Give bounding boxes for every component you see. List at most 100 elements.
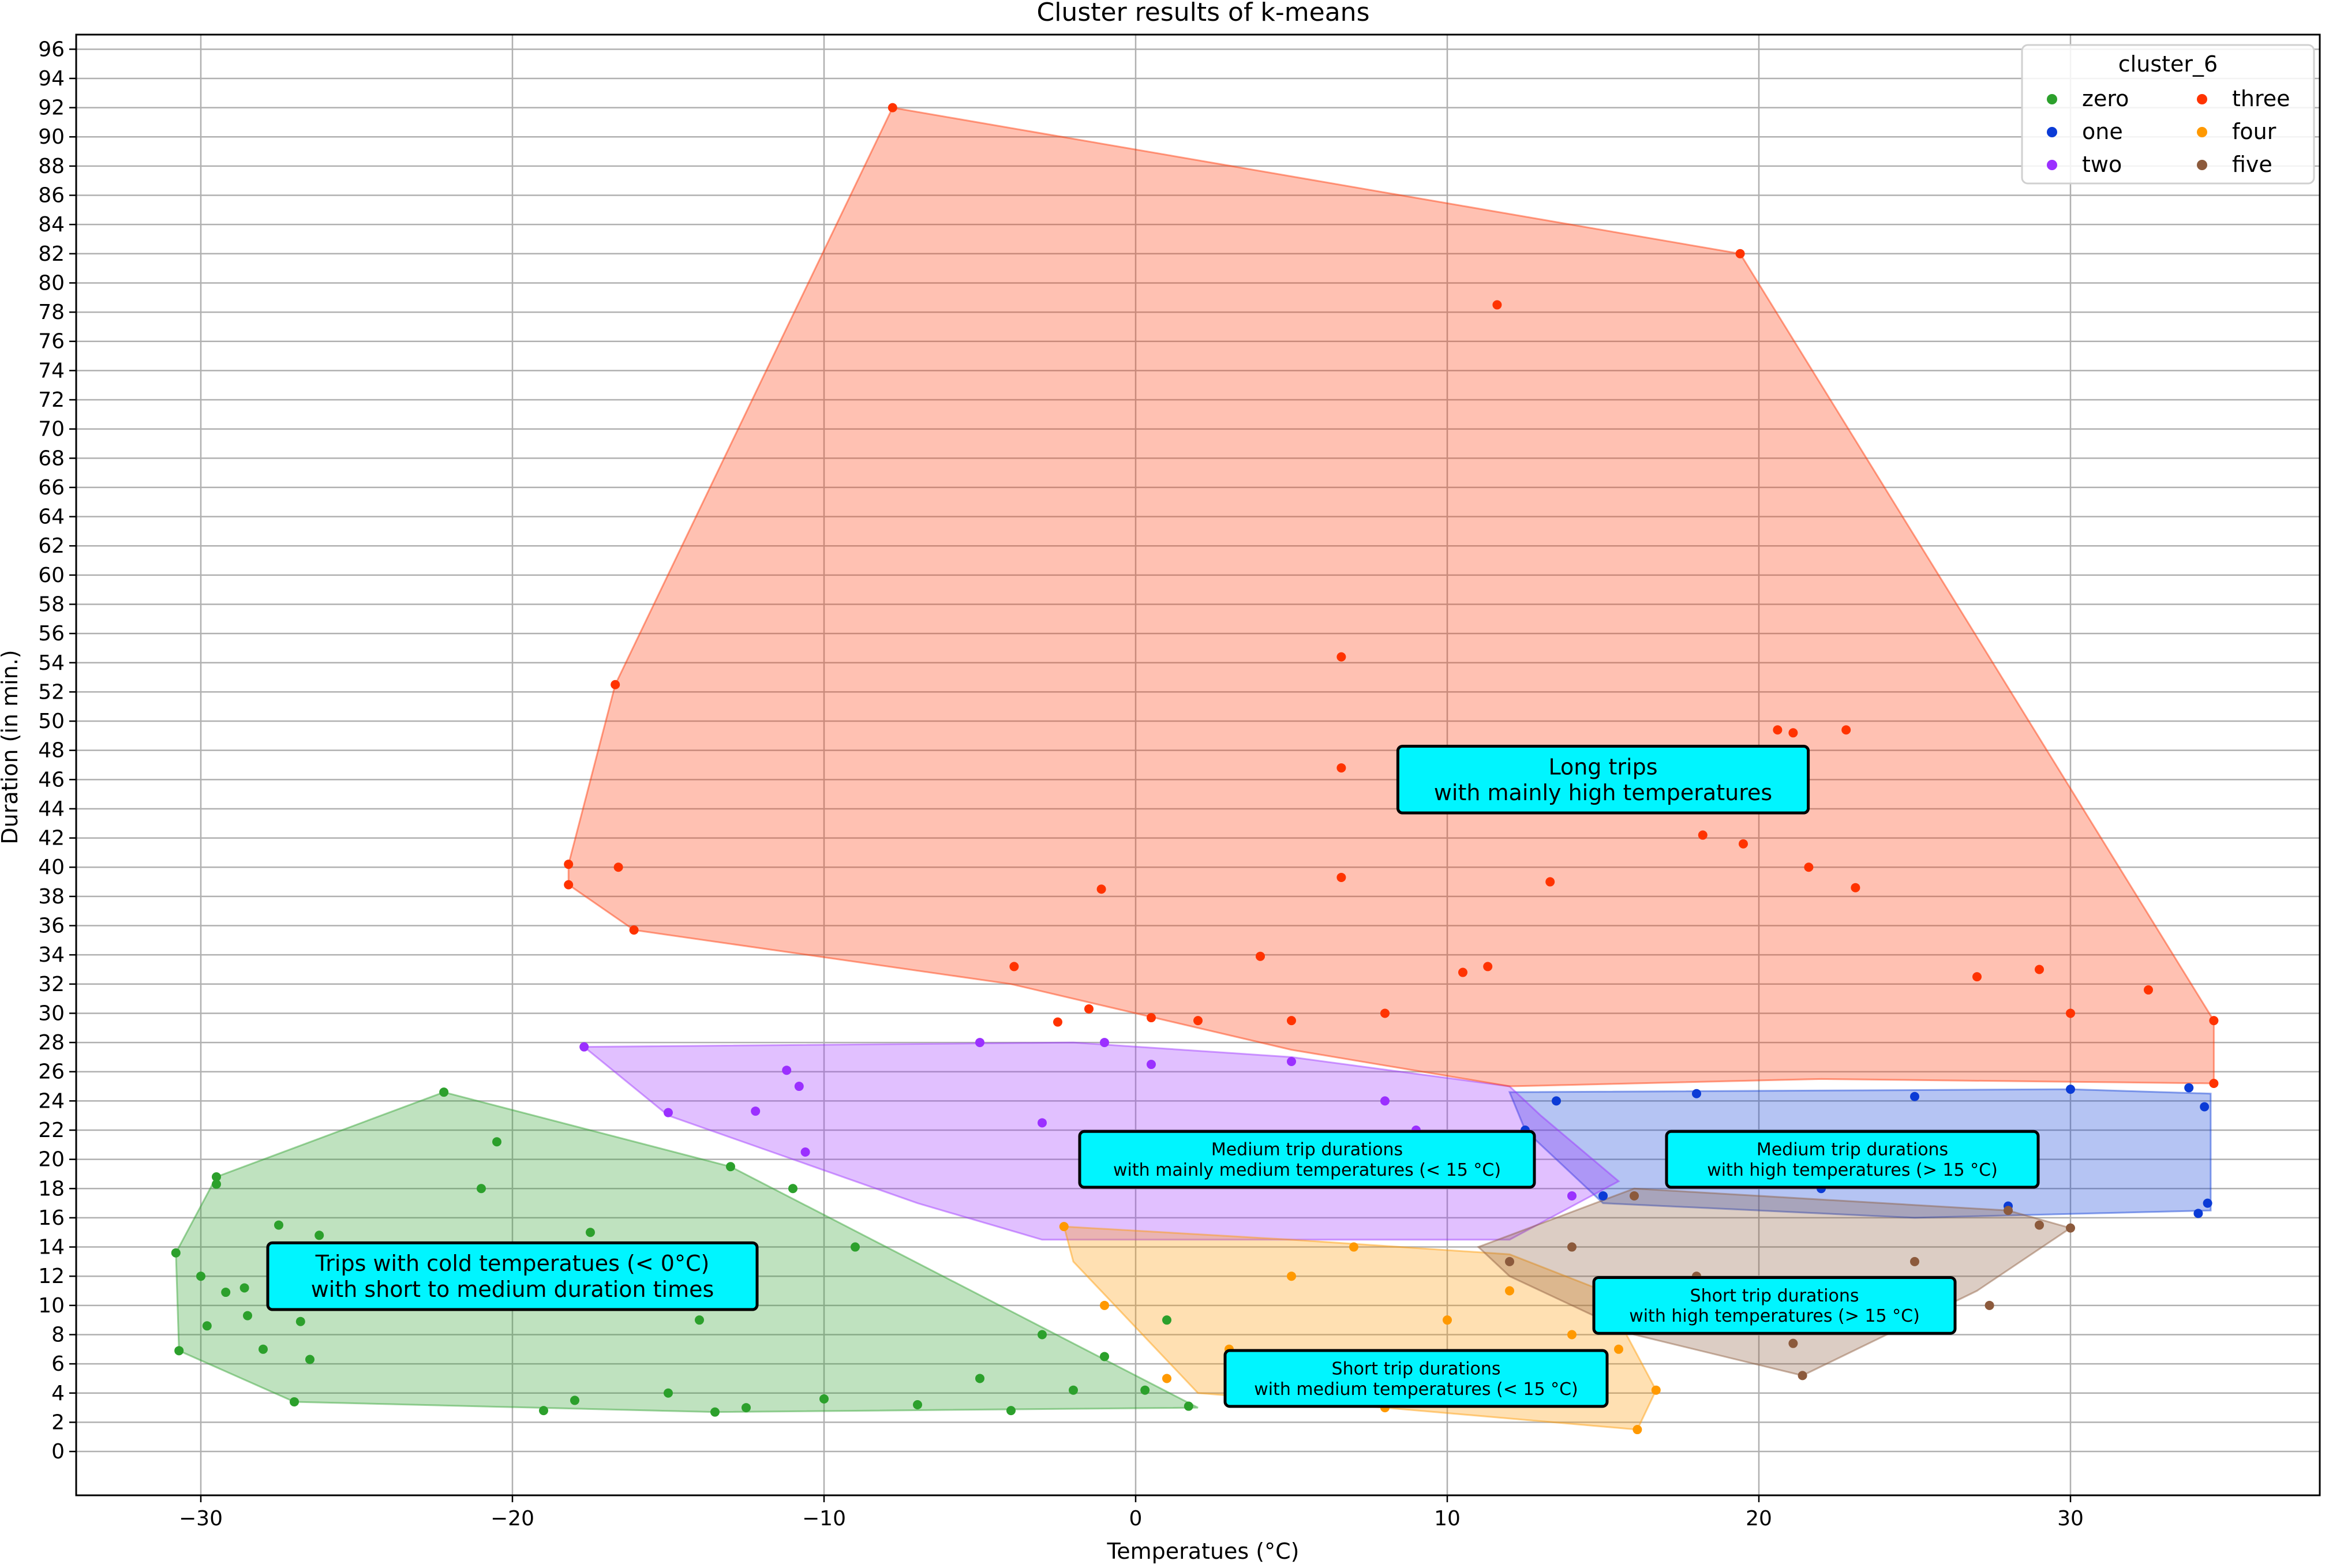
point-three [611,680,620,689]
point-zero [913,1400,922,1410]
y-tick-label: 80 [38,271,65,295]
cluster-points [171,103,2219,1435]
point-one [2184,1083,2194,1093]
point-three [1739,839,1748,849]
annotation-background [1078,1130,1536,1189]
grid-lines [76,35,2320,1495]
y-tick-label: 4 [51,1382,65,1405]
point-three [1851,883,1860,892]
point-two [794,1082,804,1091]
point-two [975,1038,984,1048]
point-zero [274,1220,283,1230]
point-four [1567,1330,1577,1340]
annotation-text: with high temperatures (> 15 °C) [1629,1306,1920,1326]
legend-marker-one [2047,127,2057,137]
annotation-text: Long trips [1548,754,1657,779]
y-tick-label: 50 [38,710,65,733]
point-zero [695,1315,704,1325]
y-tick-label: 92 [38,96,65,120]
y-tick-label: 96 [38,37,65,61]
y-tick-label: 22 [38,1119,65,1142]
point-four [1632,1425,1642,1435]
point-four [1287,1271,1296,1281]
point-zero [1184,1401,1193,1411]
point-three [1193,1016,1203,1026]
point-zero [710,1407,720,1417]
point-zero [212,1172,221,1182]
annotation-background [1396,744,1810,815]
y-tick-label: 84 [38,213,65,237]
y-tick-label: 70 [38,418,65,441]
annotation-text: Short trip durations [1332,1359,1501,1379]
point-three [1483,962,1493,971]
point-two [1567,1191,1577,1201]
point-zero [1038,1330,1047,1340]
x-tick-label: 20 [1746,1507,1772,1531]
y-tick-label: 90 [38,125,65,149]
point-three [1147,1013,1156,1023]
point-three [1084,1004,1094,1014]
point-two [1380,1096,1390,1106]
y-tick-label: 48 [38,739,65,763]
point-three [1458,967,1467,977]
point-one [1910,1091,1919,1101]
point-zero [726,1162,735,1172]
point-four [1100,1300,1109,1310]
point-three [1256,951,1265,961]
point-five [1798,1371,1807,1381]
point-zero [742,1403,751,1413]
point-two [751,1106,761,1116]
point-one [2066,1085,2075,1094]
point-three [564,880,574,890]
point-zero [492,1137,501,1147]
point-two [579,1042,589,1052]
point-zero [664,1388,673,1398]
y-tick-label: 32 [38,973,65,996]
point-two [800,1147,810,1157]
chart-title: Cluster results of k-means [1036,0,1369,27]
annotation-background [1223,1349,1609,1408]
y-tick-label: 10 [38,1294,65,1318]
point-zero [539,1406,548,1416]
point-zero [196,1271,205,1281]
legend-label-one: one [2082,119,2123,144]
annotation-text: with mainly high temperatures [1434,780,1772,805]
point-three [1972,972,1982,982]
point-zero [1006,1406,1016,1416]
legend-marker-two [2047,160,2057,170]
legend-marker-five [2197,160,2207,170]
annotation-text: Medium trip durations [1211,1140,1403,1160]
point-zero [243,1311,252,1321]
annotation-text: with high temperatures (> 15 °C) [1707,1160,1998,1180]
point-two [782,1066,792,1075]
point-five [2035,1220,2044,1230]
point-zero [259,1344,268,1354]
point-five [1630,1191,1639,1201]
y-tick-label: 0 [51,1440,65,1464]
annotation-text: with short to medium duration times [311,1277,714,1302]
y-tick-label: 18 [38,1177,65,1201]
y-tick-label: 44 [38,797,65,821]
point-one [1598,1191,1608,1201]
y-tick-label: 54 [38,651,65,675]
legend-title: cluster_6 [2118,51,2218,77]
annotation-background [266,1241,759,1311]
point-three [1545,877,1555,887]
y-tick-label: 68 [38,447,65,470]
point-one [2193,1209,2203,1218]
point-zero [975,1374,984,1383]
point-three [613,862,623,872]
point-three [629,925,639,935]
legend-label-four: four [2232,119,2276,144]
point-zero [819,1394,829,1404]
point-zero [586,1228,595,1237]
y-tick-label: 42 [38,827,65,850]
y-tick-label: 2 [51,1411,65,1434]
x-tick-label: 10 [1434,1507,1461,1531]
